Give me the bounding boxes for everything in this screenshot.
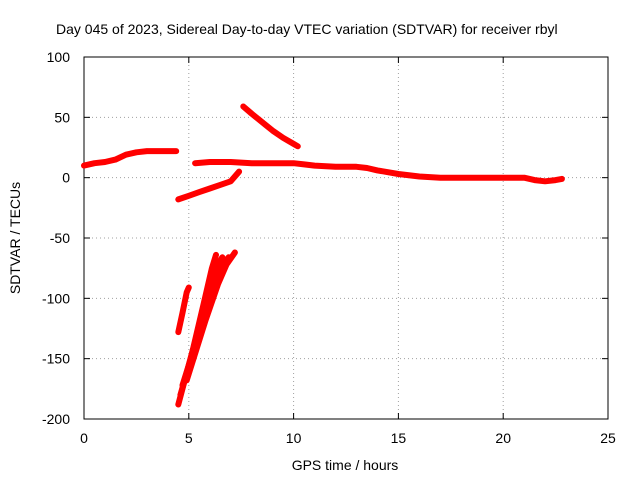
series-trace-1 [81,148,180,169]
y-tick-label: -100 [42,290,70,306]
series-trace-9 [183,249,238,384]
y-tick-label: 0 [62,170,70,186]
series-trace-2 [192,159,565,185]
grid-lines [84,57,608,419]
data-series [81,103,565,408]
x-tick-label: 15 [391,430,407,446]
plot-frame [83,56,609,420]
x-tick-label: 0 [80,430,88,446]
axis-ticks: 0 5 10 15 20 25 -200 -150 -100 -50 0 50 100 [42,49,616,446]
y-tick-label: 100 [47,49,71,65]
y-tick-label: -50 [50,230,70,246]
y-axis-label: SDTVAR / TECUs [7,182,23,294]
chart-title: Day 045 of 2023, Sidereal Day-to-day VTE… [56,21,558,37]
y-tick-label: -150 [42,351,70,367]
series-trace-4 [240,103,301,150]
x-tick-label: 10 [286,430,302,446]
y-tick-label: -200 [42,411,70,427]
series-trace-5 [175,284,192,336]
series-trace-3 [175,168,243,203]
y-tick-label: 50 [54,109,70,125]
x-axis-label: GPS time / hours [292,457,399,473]
x-tick-label: 20 [495,430,511,446]
x-tick-label: 25 [600,430,616,446]
x-tick-label: 5 [185,430,193,446]
